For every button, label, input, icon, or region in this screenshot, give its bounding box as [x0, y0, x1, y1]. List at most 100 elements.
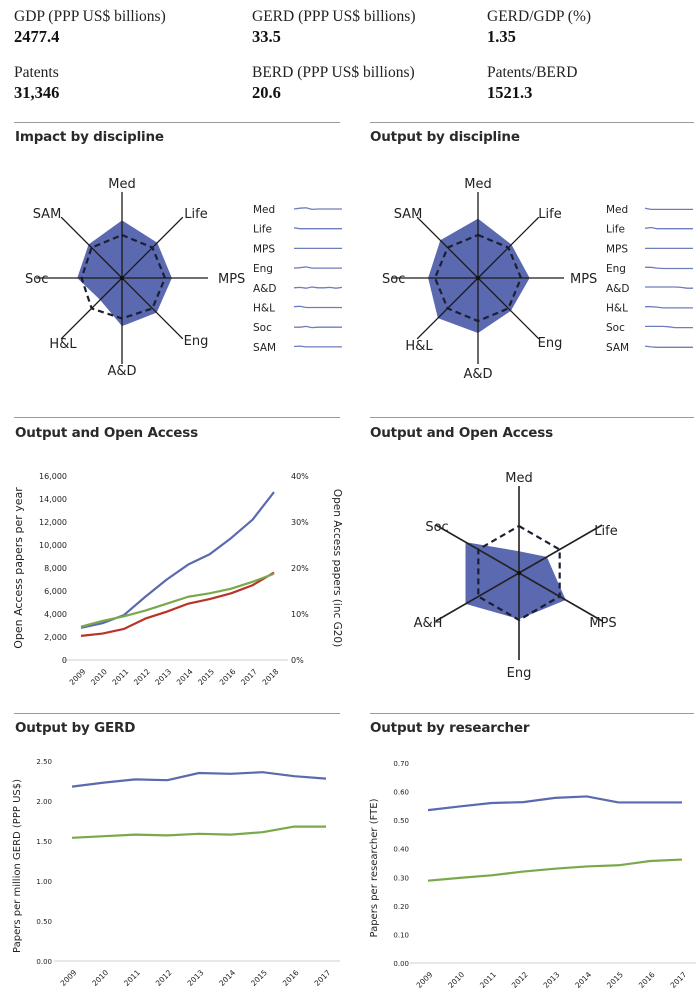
y2-axis-label: Open Access papers (inc G20) — [331, 489, 343, 647]
y2-tick-label: 20% — [291, 564, 309, 573]
stat-label: GERD (PPP US$ billions) — [252, 8, 416, 25]
x-tick-label: 2012 — [510, 970, 530, 990]
y-tick-label: 2,000 — [44, 633, 67, 642]
sparkline — [293, 207, 342, 211]
y-axis-label: Papers per researcher (FTE) — [369, 798, 380, 937]
sparkline-label: Soc — [253, 322, 272, 334]
stat-gdp: GDP (PPP US$ billions) 2477.4 — [14, 8, 166, 47]
series-line-blue — [71, 771, 327, 788]
radar-axis-label: Life — [184, 207, 207, 222]
divider — [370, 713, 694, 714]
sparkline — [645, 325, 693, 329]
sparkline-label: H&L — [253, 303, 275, 315]
radar-center — [476, 276, 480, 280]
oa_radar-radar: Med Life MPS Eng A&H Soc — [414, 471, 618, 681]
stat-value: 31,346 — [14, 83, 60, 102]
sparkline-label: Life — [253, 224, 272, 236]
sparkline-label: Med — [253, 204, 275, 216]
x-tick-label: 2014 — [573, 970, 593, 990]
x-tick-label: 2015 — [605, 970, 625, 990]
y2-tick-label: 30% — [291, 518, 309, 527]
x-tick-label: 2011 — [122, 968, 142, 988]
radar-axis-label: Soc — [382, 272, 405, 287]
x-tick-label: 2017 — [239, 667, 259, 687]
y-tick-label: 0.50 — [36, 918, 52, 926]
stat-label: GDP (PPP US$ billions) — [14, 8, 166, 25]
x-tick-label: 2010 — [90, 968, 110, 988]
stat-value: 1521.3 — [487, 83, 533, 102]
radar-axis-label: MPS — [218, 272, 245, 287]
y-tick-label: 0.40 — [393, 846, 409, 854]
stat-gerd-gdp: GERD/GDP (%) 1.35 — [487, 8, 591, 47]
sparkline-label: Soc — [606, 322, 625, 334]
sparkline — [294, 325, 342, 329]
y-tick-label: 0.10 — [393, 931, 409, 939]
stat-label: Patents — [14, 64, 59, 81]
y-tick-label: 0.00 — [36, 958, 52, 966]
sparkline-label: Eng — [606, 263, 626, 275]
y2-tick-label: 0% — [291, 656, 304, 665]
section-title-impact: Impact by discipline — [15, 129, 164, 145]
impact-radar: Med Life MPS Eng A&D H&L Soc SAM — [25, 177, 245, 379]
y-axis-label: Papers per million GERD (PPP US$) — [12, 779, 23, 953]
sparkline-label: SAM — [253, 342, 276, 354]
x-tick-label: 2013 — [186, 968, 206, 988]
series-line-red — [80, 571, 275, 637]
radar-axis-label: Eng — [507, 666, 532, 681]
x-tick-label: 2015 — [249, 968, 269, 988]
sparkline-label: MPS — [606, 243, 628, 255]
x-tick-label: 2014 — [175, 667, 195, 687]
stat-patents-berd: Patents/BERD 1521.3 — [487, 64, 577, 103]
stat-value: 2477.4 — [14, 27, 60, 46]
stat-patents: Patents 31,346 — [14, 64, 59, 103]
x-tick-label: 2012 — [132, 667, 152, 687]
radar-axis-label: A&D — [463, 367, 492, 382]
radar-axis-label: Eng — [184, 334, 209, 349]
radar-axis-label: SAM — [33, 207, 62, 222]
sparkline — [293, 227, 342, 230]
radar-axis-soc — [435, 524, 520, 574]
radar-axis-label: A&H — [414, 616, 443, 631]
radar-axis-label: Soc — [425, 520, 448, 535]
gerd-line-chart: 0.00 0.50 1.00 1.50 2.00 2.50 2009 2010 2011 2012… — [12, 758, 340, 988]
radar-axis-label: Life — [538, 207, 561, 222]
sparkline — [644, 207, 693, 211]
x-tick-label: 2013 — [153, 667, 173, 687]
radar-center — [517, 571, 521, 575]
stat-label: GERD/GDP (%) — [487, 8, 592, 25]
output-sparklines: Med Life MPS Eng A&D H&L Soc SAM — [606, 204, 693, 354]
y-tick-label: 4,000 — [44, 610, 67, 619]
y-tick-label: 0 — [62, 656, 67, 665]
x-tick-label: 2012 — [154, 968, 174, 988]
stat-gerd: GERD (PPP US$ billions) 33.5 — [252, 8, 416, 47]
y-tick-label: 2.50 — [36, 758, 52, 766]
radar-axis-label: Soc — [25, 272, 48, 287]
radar-country-area — [465, 542, 566, 620]
y-tick-label: 1.50 — [36, 838, 52, 846]
y-tick-label: 0.50 — [393, 817, 409, 825]
series-line-green — [427, 858, 683, 882]
x-tick-label: 2017 — [669, 970, 689, 990]
x-tick-label: 2013 — [542, 970, 562, 990]
section-title-gerd: Output by GERD — [15, 720, 136, 736]
y-tick-label: 0.60 — [393, 789, 409, 797]
x-tick-label: 2014 — [217, 968, 237, 988]
x-tick-label: 2018 — [261, 667, 281, 687]
section-title-oa-radar: Output and Open Access — [370, 425, 553, 441]
y2-tick-label: 10% — [291, 610, 309, 619]
radar-axis-label: Med — [464, 177, 491, 192]
y-tick-label: 12,000 — [39, 518, 67, 527]
radar-axis-life — [518, 524, 603, 574]
divider — [370, 417, 694, 418]
x-tick-label: 2010 — [89, 667, 109, 687]
x-tick-label: 2009 — [415, 970, 435, 990]
y-tick-label: 0.00 — [393, 960, 409, 968]
y-tick-label: 0.70 — [393, 760, 409, 768]
sparkline-label: SAM — [606, 342, 629, 354]
output-radar: Med Life MPS Eng A&D H&L Soc SAM — [382, 177, 597, 382]
y-tick-label: 8,000 — [44, 564, 67, 573]
researcher-line-chart: 0.00 0.10 0.20 0.30 0.40 0.50 0.60 0.70 2009 2010… — [369, 760, 696, 990]
section-title-oa-line: Output and Open Access — [15, 425, 198, 441]
sparkline-label: Med — [606, 204, 628, 216]
